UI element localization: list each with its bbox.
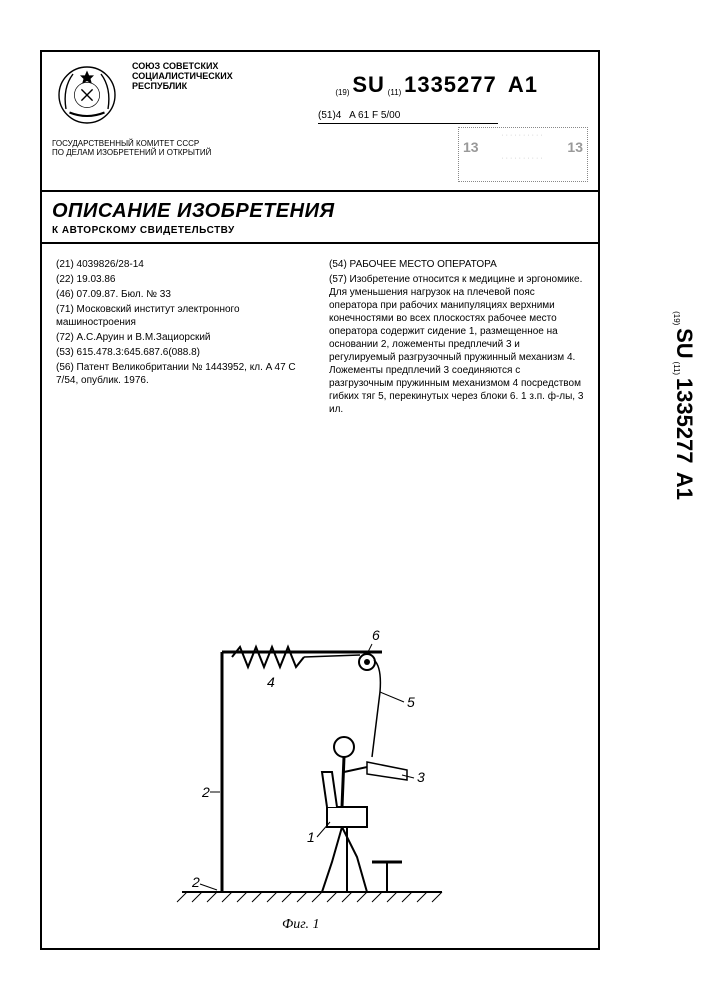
title-block: ОПИСАНИЕ ИЗОБРЕТЕНИЯ К АВТОРСКОМУ СВИДЕТ… bbox=[42, 192, 598, 244]
figure-label-2: 2 bbox=[201, 784, 210, 800]
side-document-code: (19) SU (11) 1335277 A1 bbox=[671, 311, 697, 500]
field-22: (22) 19.03.86 bbox=[56, 273, 311, 286]
class-code: A 61 F 5/00 bbox=[349, 110, 400, 121]
field-56: (56) Патент Великобритании № 1443952, кл… bbox=[56, 361, 311, 387]
document-number: (19) SU (11) 1335277 A1 bbox=[335, 72, 538, 98]
committee-line: ПО ДЕЛАМ ИЗОБРЕТЕНИЙ И ОТКРЫТИЙ bbox=[52, 149, 211, 158]
side-country: SU bbox=[672, 328, 697, 359]
figure-label-1: 1 bbox=[307, 829, 315, 845]
field-54: (54) РАБОЧЕЕ МЕСТО ОПЕРАТОРА bbox=[329, 258, 584, 271]
num-prefix: (11) bbox=[388, 88, 402, 97]
figure-label-3: 3 bbox=[417, 769, 425, 785]
class-prefix: (51)4 bbox=[318, 110, 341, 121]
body-columns: (21) 4039826/28-14 (22) 19.03.86 (46) 07… bbox=[42, 244, 598, 524]
field-53: (53) 615.478.3:645.687.6(088.8) bbox=[56, 346, 311, 359]
org-name: СОЮЗ СОВЕТСКИХ СОЦИАЛИСТИЧЕСКИХ РЕСПУБЛИ… bbox=[132, 62, 233, 92]
figure-1: 6 5 4 3 1 2 2 bbox=[172, 592, 452, 922]
right-column: (54) РАБОЧЕЕ МЕСТО ОПЕРАТОРА (57) Изобре… bbox=[329, 258, 584, 524]
field-21: (21) 4039826/28-14 bbox=[56, 258, 311, 271]
country-code: SU bbox=[352, 72, 385, 97]
side-number: 1335277 bbox=[672, 378, 697, 464]
field-72: (72) А.С.Аруин и В.М.Зациорский bbox=[56, 331, 311, 344]
stamp-number: 13 bbox=[567, 139, 583, 155]
side-num-prefix: (11) bbox=[672, 361, 681, 375]
soviet-emblem-icon bbox=[52, 60, 122, 130]
org-line: РЕСПУБЛИК bbox=[132, 82, 233, 92]
ipc-classification: (51)4 A 61 F 5/00 bbox=[318, 110, 498, 124]
side-prefix: (19) bbox=[672, 311, 681, 325]
patent-page: СОЮЗ СОВЕТСКИХ СОЦИАЛИСТИЧЕСКИХ РЕСПУБЛИ… bbox=[40, 50, 600, 950]
figure-label-5: 5 bbox=[407, 694, 415, 710]
field-46: (46) 07.09.87. Бюл. № 33 bbox=[56, 288, 311, 301]
patent-number: 1335277 bbox=[404, 72, 497, 97]
figure-caption: Фиг. 1 bbox=[282, 917, 320, 933]
figure-label-4: 4 bbox=[267, 674, 275, 690]
figure-label-6: 6 bbox=[372, 627, 380, 643]
field-57: (57) Изобретение относится к медицине и … bbox=[329, 273, 584, 416]
stamp-number: 13 bbox=[463, 139, 479, 155]
committee-name: ГОСУДАРСТВЕННЫЙ КОМИТЕТ СССР ПО ДЕЛАМ ИЗ… bbox=[52, 140, 211, 158]
header-block: СОЮЗ СОВЕТСКИХ СОЦИАЛИСТИЧЕСКИХ РЕСПУБЛИ… bbox=[42, 52, 598, 192]
left-column: (21) 4039826/28-14 (22) 19.03.86 (46) 07… bbox=[56, 258, 311, 524]
country-prefix: (19) bbox=[335, 88, 349, 97]
field-71: (71) Московский институт электронного ма… bbox=[56, 303, 311, 329]
registration-stamp: ·········· 13 13 ·········· bbox=[458, 127, 588, 182]
kind-code: A1 bbox=[508, 72, 538, 97]
document-title: ОПИСАНИЕ ИЗОБРЕТЕНИЯ bbox=[52, 200, 588, 223]
document-subtitle: К АВТОРСКОМУ СВИДЕТЕЛЬСТВУ bbox=[52, 225, 588, 236]
side-kind: A1 bbox=[672, 472, 697, 500]
figure-label-2b: 2 bbox=[191, 874, 200, 890]
